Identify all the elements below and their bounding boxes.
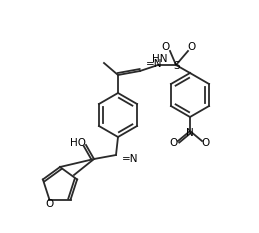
Text: O: O [188, 42, 196, 52]
Text: O: O [170, 138, 178, 148]
Text: =N: =N [122, 154, 139, 164]
Text: O: O [45, 199, 54, 209]
Text: O: O [202, 138, 210, 148]
Text: HO: HO [70, 138, 86, 148]
Text: S: S [174, 61, 180, 71]
Text: =N: =N [146, 59, 162, 69]
Text: HN: HN [152, 54, 168, 64]
Text: N: N [186, 128, 194, 138]
Text: O: O [162, 42, 170, 52]
